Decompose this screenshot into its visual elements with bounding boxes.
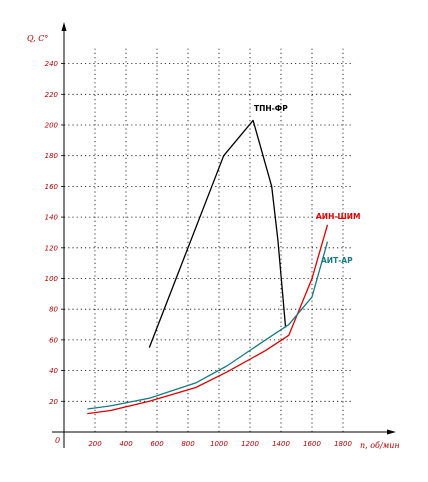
- y-axis-label: Q, С°: [27, 34, 48, 43]
- y-tick-label-240: 240: [45, 60, 59, 68]
- x-tick-label-800: 800: [181, 440, 195, 448]
- series-label-ain-shim: АИН-ШИМ: [316, 212, 360, 221]
- x-tick-label-1800: 1800: [334, 440, 352, 448]
- x-tick-label-400: 400: [119, 440, 133, 448]
- series-line-2: [87, 241, 329, 410]
- series-line-1: [87, 224, 329, 415]
- y-tick-label-120: 120: [45, 244, 59, 252]
- series-label-tpn-fr: ТПН-ФР: [254, 104, 288, 113]
- series-line-0: [148, 119, 287, 348]
- y-tick-label-40: 40: [49, 367, 58, 375]
- y-tick-label-60: 60: [49, 336, 58, 344]
- tick-labels: 200 400 600 800 1000 1200 1400 1600 180020406080…: [45, 60, 353, 448]
- y-tick-label-200: 200: [45, 122, 59, 130]
- axes: [52, 22, 396, 448]
- origin-label: 0: [55, 436, 60, 445]
- y-tick-label-100: 100: [45, 275, 59, 283]
- grid: [61, 48, 354, 432]
- series-labels: ТПН-ФР АИН-ШИМ АИТ-АР: [254, 104, 360, 265]
- y-tick-label-140: 140: [45, 214, 59, 222]
- y-tick-label-180: 180: [45, 152, 59, 160]
- x-tick-label-1000: 1000: [210, 440, 228, 448]
- y-tick-label-80: 80: [49, 306, 58, 314]
- series-label-ait-ar: АИТ-АР: [321, 256, 353, 265]
- y-axis-arrow: [61, 22, 67, 31]
- y-tick-label-20: 20: [49, 398, 58, 406]
- x-tick-label-1400: 1400: [272, 440, 290, 448]
- x-axis-arrow: [387, 429, 396, 435]
- y-tick-label-220: 220: [45, 91, 59, 99]
- x-axis-label: n, об/мин: [360, 441, 400, 450]
- series-lines: [87, 119, 329, 415]
- x-tick-label-1200: 1200: [241, 440, 259, 448]
- x-tick-label-600: 600: [150, 440, 164, 448]
- x-tick-label-1600: 1600: [303, 440, 321, 448]
- y-tick-label-160: 160: [45, 183, 59, 191]
- x-tick-label-200: 200: [88, 440, 102, 448]
